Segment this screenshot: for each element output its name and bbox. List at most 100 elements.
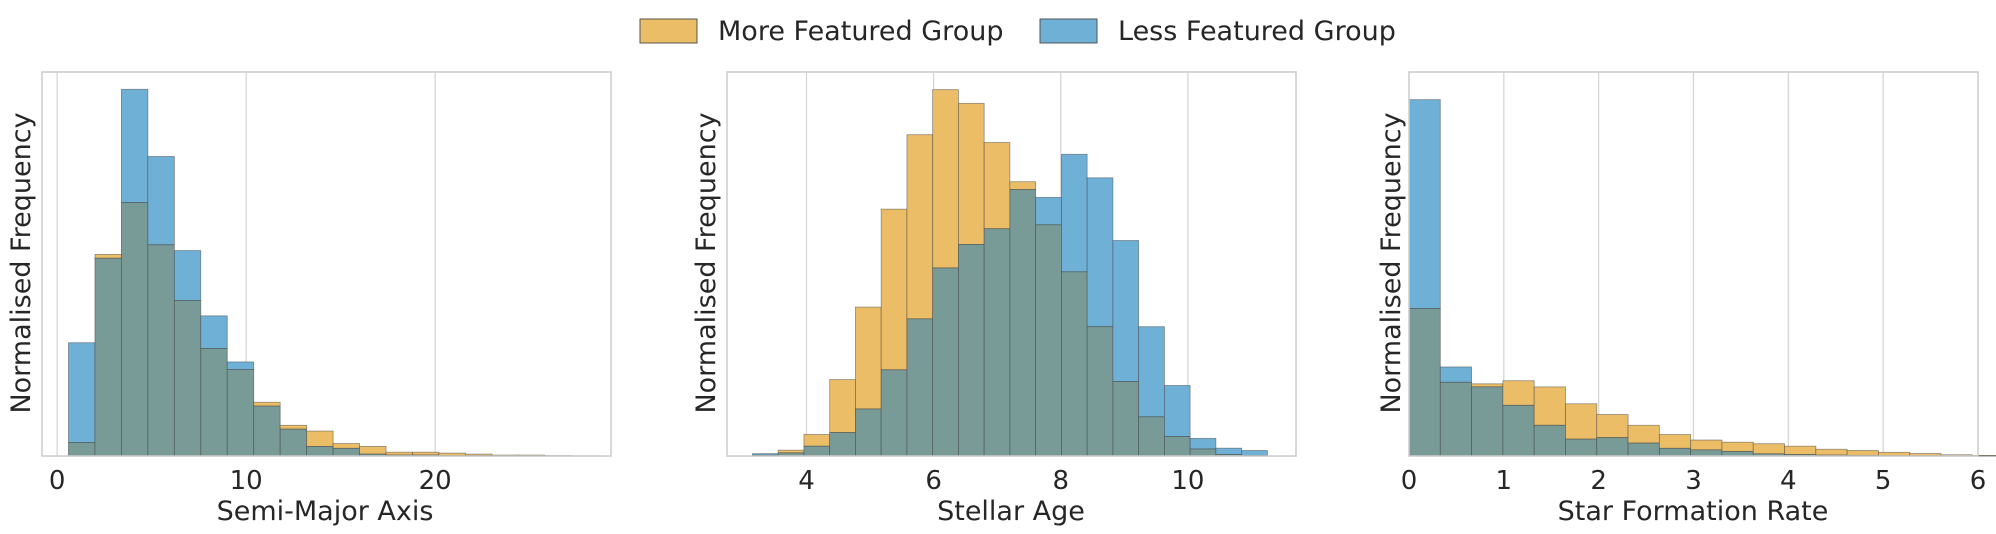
stellar-age-bar-overlap-9 [983,228,1011,457]
stellar-age-bar-overlap-10 [1009,189,1037,457]
star-formation-rate-tick-label-4: 4 [1780,466,1797,496]
semi-major-axis-bar-more-1 [94,253,122,259]
stellar-age-bar-overlap-8 [958,244,985,457]
star-formation-rate-bar-overlap-9 [1690,449,1723,457]
stellar-age-bar-overlap-7 [932,267,959,457]
semi-major-axis-bar-less-0 [68,342,96,443]
stellar-age-bar-more-2 [803,434,831,447]
semi-major-axis-bar-overlap-5 [200,348,228,457]
stellar-age-bar-more-3 [829,379,856,433]
star-formation-rate-bar-more-13 [1815,448,1848,456]
semi-major-axis-bar-overlap-1 [94,257,122,457]
stellar-age-bar-more-9 [983,142,1011,230]
semi-major-axis-bar-overlap-10 [332,447,360,457]
star-formation-rate-bar-more-11 [1752,443,1785,455]
star-formation-rate-bar-more-2 [1471,383,1504,388]
semi-major-axis-bar-overlap-4 [173,300,202,457]
stellar-age-tick-label-2: 8 [1052,466,1069,496]
star-formation-rate-bar-more-15 [1878,451,1911,457]
semi-major-axis-bar-more-12 [385,451,413,456]
stellar-age-bar-more-10 [1009,181,1037,190]
star-formation-rate-bar-more-12 [1784,445,1817,455]
stellar-age-bar-less-12 [1061,153,1088,273]
stellar-age-tick-label-3: 10 [1171,466,1204,496]
stellar-age-bar-overlap-2 [803,445,831,457]
star-formation-rate-tick-label-0: 0 [1401,466,1418,496]
star-formation-rate-bar-less-0 [1408,99,1441,309]
stellar-age-bar-less-16 [1163,385,1191,437]
stellar-age-bar-less-18 [1215,447,1243,455]
stellar-age-bar-overlap-17 [1189,448,1217,457]
semi-major-axis-bar-less-2 [120,88,149,203]
semi-major-axis-bar-overlap-2 [120,202,149,457]
stellar-age-bar-less-17 [1189,437,1217,450]
star-formation-rate-bar-overlap-1 [1439,381,1472,457]
stellar-age-bar-overlap-5 [880,369,908,457]
stellar-age-bar-more-5 [880,208,908,371]
semi-major-axis-bar-more-8 [279,424,308,430]
star-formation-rate-bar-overlap-5 [1565,438,1598,457]
legend-entry-more: More Featured Group [639,16,1003,47]
semi-major-axis-bar-more-13 [412,451,440,456]
star-formation-rate-tick-label-1: 1 [1496,466,1513,496]
plot-area-semi-major-axis: 0 10 20 [41,71,612,496]
star-formation-rate-bar-less-1 [1439,366,1472,383]
star-formation-rate-axes-frame [1408,71,1979,457]
panel-stellar-age: 4 6 8 10 Stellar Age Normalised Frequency [691,71,1297,527]
semi-major-axis-bar-overlap-7 [253,405,281,457]
stellar-age-bar-more-7 [932,89,959,269]
stellar-age-bar-overlap-13 [1086,326,1114,457]
stellar-age-bar-overlap-6 [906,318,934,457]
stellar-age-tick-label-0: 4 [798,466,815,496]
stellar-age-bar-more-4 [855,306,882,410]
stellar-age-bar-more-8 [958,102,985,245]
star-formation-rate-bar-more-10 [1721,441,1754,452]
y-axis-label-semi-major-axis: Normalised Frequency [6,112,37,413]
semi-major-axis-bar-overlap-8 [279,428,308,457]
semi-major-axis-bar-overlap-0 [68,442,96,457]
stellar-age-bar-more-1 [777,449,805,454]
star-formation-rate-bar-overlap-2 [1471,386,1504,457]
legend-swatch-less [1039,18,1098,44]
stellar-age-bar-overlap-12 [1061,271,1088,457]
star-formation-rate-bar-more-4 [1533,386,1566,426]
star-formation-rate-bar-overlap-3 [1502,404,1535,457]
semi-major-axis-tick-label-0: 0 [49,466,66,496]
stellar-age-bar-less-15 [1138,326,1165,418]
star-formation-rate-bar-overlap-6 [1596,437,1629,457]
star-formation-rate-bar-overlap-8 [1658,447,1692,457]
star-formation-rate-tick-label-6: 6 [1970,466,1987,496]
stellar-age-bar-overlap-14 [1112,381,1140,457]
panel-semi-major-axis: 0 10 20 Semi-Major Axis Normalised Frequen… [6,71,612,527]
star-formation-rate-tick-label-3: 3 [1685,466,1702,496]
semi-major-axis-axes-frame [41,71,612,457]
legend-entry-less: Less Featured Group [1039,16,1396,47]
star-formation-rate-bar-more-6 [1596,414,1629,438]
semi-major-axis-bar-overlap-9 [306,445,334,457]
semi-major-axis-tick-label-2: 20 [419,466,452,496]
legend-swatch-more [639,18,698,44]
stellar-age-bar-less-14 [1112,240,1140,382]
semi-major-axis-bar-less-4 [173,250,202,301]
x-axis-label-stellar-age: Stellar Age [937,496,1085,527]
plot-area-stellar-age: 4 6 8 10 [726,71,1297,496]
legend: More Featured Group Less Featured Group [639,16,1396,47]
stellar-age-bar-less-13 [1086,177,1114,328]
semi-major-axis-bar-less-5 [200,315,228,349]
star-formation-rate-bar-more-5 [1565,403,1598,440]
star-formation-rate-bar-overlap-7 [1627,442,1660,457]
semi-major-axis-bar-more-10 [332,443,360,449]
x-axis-label-star-formation-rate: Star Formation Rate [1558,496,1829,527]
semi-major-axis-bar-more-11 [359,445,387,455]
legend-label-more: More Featured Group [718,16,1003,47]
star-formation-rate-tick-label-5: 5 [1875,466,1892,496]
x-axis-label-semi-major-axis: Semi-Major Axis [217,496,434,527]
stellar-age-bar-less-19 [1241,450,1268,457]
semi-major-axis-bar-less-6 [226,361,255,371]
stellar-age-bar-less-11 [1035,196,1062,226]
star-formation-rate-bar-more-3 [1502,380,1535,406]
semi-major-axis-bar-overlap-3 [147,244,175,457]
star-formation-rate-bar-overlap-0 [1408,308,1441,457]
semi-major-axis-bar-more-9 [306,430,334,447]
y-axis-label-stellar-age: Normalised Frequency [691,112,722,413]
